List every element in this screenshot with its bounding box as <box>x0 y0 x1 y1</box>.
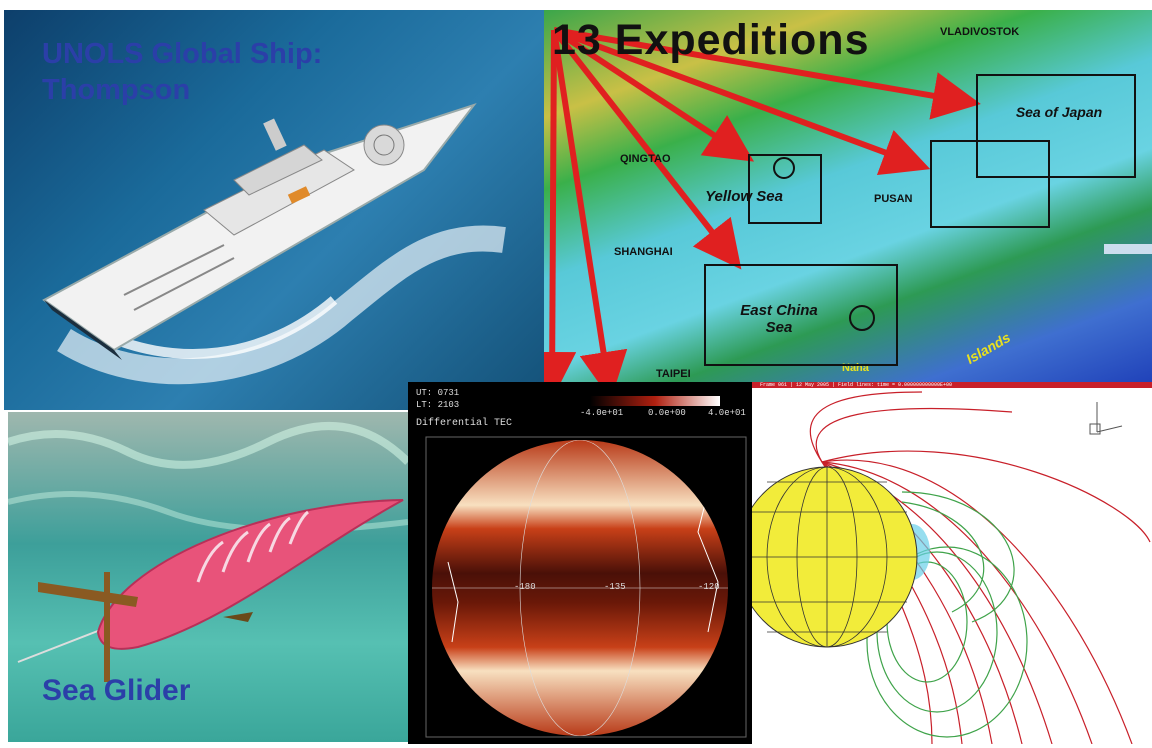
label-shanghai: SHANGHAI <box>614 246 673 258</box>
ship-title: UNOLS Global Ship: Thompson <box>42 38 323 106</box>
tec-lon-label: -120 <box>698 582 720 592</box>
axis-triad <box>1089 402 1123 435</box>
field-lines-illustration <box>752 391 1151 744</box>
sea-of-japan-box <box>976 74 1136 178</box>
ship-photo-panel: UNOLS Global Ship: Thompson <box>4 10 544 410</box>
frame-header-text: Frame 061 | 12 May 2005 | Field lines: t… <box>760 382 953 388</box>
station-circles <box>773 157 875 331</box>
glider-title: Sea Glider <box>42 674 191 707</box>
ship-illustration <box>42 103 506 385</box>
map-arrows <box>544 27 1152 388</box>
label-vladivostok: VLADIVOSTOK <box>940 26 1020 38</box>
korea-strait-box <box>930 140 1050 228</box>
glider-illustration <box>8 422 408 682</box>
tec-scale-min: -4.0e+01 <box>580 408 624 418</box>
yellow-sea-label: Yellow Sea <box>705 188 783 205</box>
tec-globe <box>425 396 747 738</box>
tec-lon-label: -135 <box>604 582 626 592</box>
label-taipei: TAIPEI <box>656 368 691 380</box>
east-china-sea-label: East China Sea <box>740 302 818 336</box>
east-china-sea-box <box>704 264 898 366</box>
sea-glider-panel: Sea Glider <box>8 412 408 742</box>
tec-scale-mid: 0.0e+00 <box>648 408 686 418</box>
label-qingdao: QINGTAO <box>620 153 671 165</box>
tec-colorbar <box>590 396 720 406</box>
expeditions-headline: 13 Expeditions <box>552 16 870 64</box>
label-pusan: PUSAN <box>874 193 913 205</box>
tec-scale-max: 4.0e+01 <box>708 408 746 418</box>
expedition-map-panel: 13 Expeditions VLADIVOSTOK QINGTAO PUSAN… <box>544 10 1152 388</box>
differential-tec-panel: UT: 0731 LT: 2103 Differential TEC <box>408 382 752 744</box>
tec-label: Differential TEC <box>416 418 513 429</box>
tec-lon-label: -180 <box>514 582 536 592</box>
sea-of-japan-label: Sea of Japan <box>1015 104 1103 120</box>
tec-ut: UT: 0731 <box>416 388 460 398</box>
yellow-sea-box <box>748 154 822 224</box>
tec-lt: LT: 2103 <box>416 400 460 410</box>
magnetosphere-panel: Frame 061 | 12 May 2005 | Field lines: t… <box>752 382 1152 744</box>
frame-header-bar <box>752 382 1152 388</box>
